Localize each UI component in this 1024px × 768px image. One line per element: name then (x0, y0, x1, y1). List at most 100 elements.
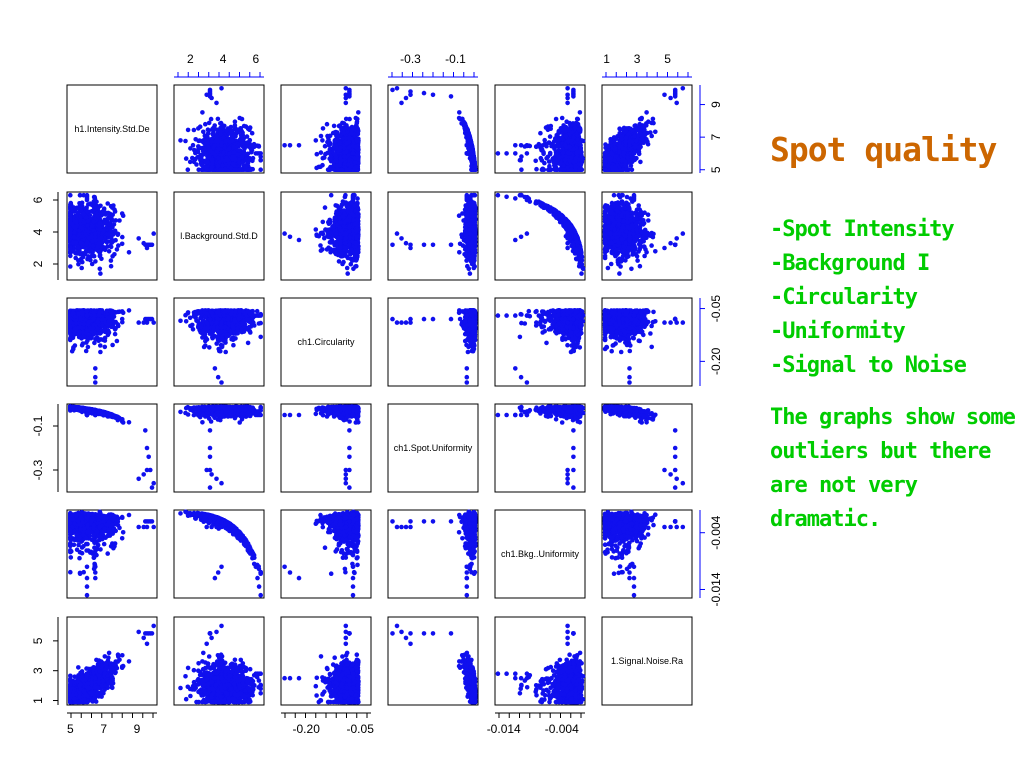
scatter-point (550, 157, 555, 162)
scatter-panel (178, 86, 263, 172)
scatter-point (422, 91, 427, 96)
scatter-point (565, 86, 570, 91)
scatter-point (634, 139, 639, 144)
scatter-point (245, 134, 250, 139)
scatter-point (603, 151, 608, 156)
scatter-point (554, 117, 559, 122)
scatter-point (578, 128, 583, 133)
scatter-point (539, 156, 544, 161)
scatter-point (227, 147, 232, 152)
scatter-point (465, 143, 470, 148)
scatter-point (354, 145, 359, 150)
scatter-point (340, 167, 345, 172)
scatter-point (207, 121, 212, 126)
scatter-point (258, 158, 263, 163)
scatter-point (632, 151, 637, 156)
scatter-point (571, 88, 576, 93)
scatter-point (258, 167, 263, 172)
scatter-point (621, 157, 626, 162)
scatter-point (635, 128, 640, 133)
scatter-point (98, 267, 103, 272)
scatter-point (193, 137, 198, 142)
scatter-point (334, 158, 339, 163)
scatter-point (226, 126, 231, 131)
scatter-point (473, 165, 478, 170)
scatter-point (534, 167, 539, 172)
scatter-point (525, 151, 530, 156)
scatter-point (315, 152, 320, 157)
scatter-point (668, 96, 673, 101)
scatter-point (651, 121, 656, 126)
scatter-point (533, 159, 538, 164)
scatter-point (617, 141, 622, 146)
scatter-point (471, 157, 476, 162)
scatter-point (460, 117, 465, 122)
scatter-point (623, 147, 628, 152)
scatter-point (320, 138, 325, 143)
scatter-point (344, 149, 349, 154)
scatter-point (206, 127, 211, 132)
scatter-point (208, 88, 213, 93)
scatter-panel (603, 86, 685, 172)
scatter-point (571, 147, 576, 152)
scatter-point (513, 151, 518, 156)
scatter-point (565, 101, 570, 106)
scatter-point (542, 138, 547, 143)
scatter-point (470, 150, 475, 155)
scatter-point (350, 128, 355, 133)
scatter-point (399, 101, 404, 106)
scatter-point (191, 143, 196, 148)
scatter-point (220, 167, 225, 172)
scatter-point (218, 126, 223, 131)
scatter-point (258, 151, 263, 156)
scatter-point (519, 143, 524, 148)
scatter-point (248, 138, 253, 143)
scatter-point (408, 89, 413, 94)
scatter-point (314, 166, 319, 171)
scatter-point (632, 134, 637, 139)
scatter-point (327, 150, 332, 155)
scatter-point (231, 145, 236, 150)
scatter-point (546, 167, 551, 172)
scatter-point (603, 167, 608, 172)
scatter-point (251, 144, 256, 149)
scatter-point (319, 134, 324, 139)
scatter-point (240, 160, 245, 165)
scatter-point (681, 86, 686, 91)
scatter-point (250, 131, 255, 136)
scatter-point (578, 110, 583, 115)
scatter-point (624, 136, 629, 141)
scatter-point (243, 166, 248, 171)
scatter-point (356, 110, 361, 115)
scatter-point (554, 152, 559, 157)
scatter-point (541, 152, 546, 157)
scatter-point (578, 150, 583, 155)
scatter-point (328, 157, 333, 162)
scatter-point (355, 121, 360, 126)
scatter-point (617, 126, 622, 131)
scatter-point (567, 145, 572, 150)
scatter-panel (390, 86, 477, 172)
scatter-point (218, 130, 223, 135)
scatter-point (504, 151, 509, 156)
scatter-point (178, 138, 183, 143)
scatter-point (233, 167, 238, 172)
scatter-point (196, 126, 201, 131)
scatter-point (624, 167, 629, 172)
scatter-point (210, 151, 215, 156)
scatter-panel (282, 86, 360, 172)
scatter-point (617, 131, 622, 136)
scatter-point (465, 151, 470, 156)
scatter-point (339, 158, 344, 163)
scatter-point (653, 130, 658, 135)
scatter-point (230, 139, 235, 144)
scatter-point (609, 140, 614, 145)
scatter-point (534, 144, 539, 149)
scatter-point (637, 152, 642, 157)
scatter-point (202, 150, 207, 155)
scatter-point (513, 143, 518, 148)
scatter-point (555, 139, 560, 144)
scatter-point (617, 150, 622, 155)
scatter-point (192, 128, 197, 133)
scatter-point (619, 137, 624, 142)
